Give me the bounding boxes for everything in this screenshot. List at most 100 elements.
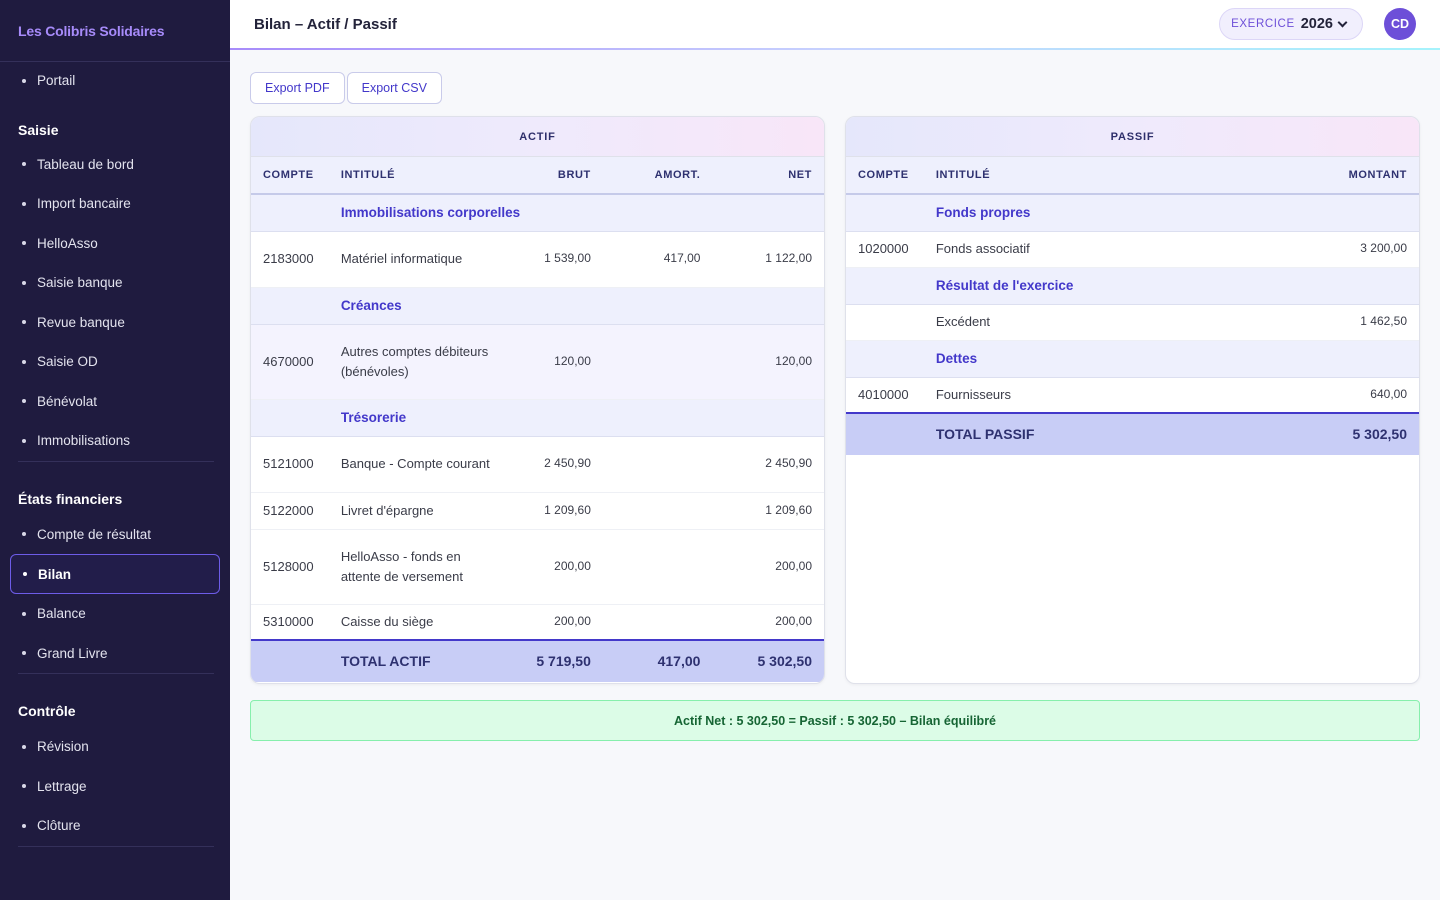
sidebar-item-import-bancaire[interactable]: Import bancaire [0, 184, 230, 224]
bullet-icon [22, 241, 26, 246]
cell-intitule: Autres comptes débiteurs (bénévoles) [340, 324, 491, 400]
section-row: Dettes [846, 340, 1419, 378]
sidebar-item-balance[interactable]: Balance [0, 594, 230, 634]
table-row[interactable]: 1020000 Fonds associatif 3 200,00 [846, 231, 1419, 268]
sidebar-item-label: Portail [37, 73, 76, 89]
section-row: Immobilisations corporelles [251, 194, 824, 232]
total-passif-row: TOTAL PASSIF 5 302,50 [846, 412, 1419, 455]
total-label: TOTAL ACTIF [340, 639, 491, 682]
sidebar-item-saisie-banque[interactable]: Saisie banque [0, 263, 230, 303]
cell-net: 2 450,90 [700, 436, 824, 493]
bullet-icon [22, 784, 26, 789]
cell-compte: 5128000 [251, 529, 341, 605]
col-header-amort: AMORT. [590, 157, 701, 195]
bullet-icon [22, 532, 26, 537]
cell-net: 200,00 [700, 604, 824, 641]
table-row[interactable]: 5128000 HelloAsso - fonds en attente de … [251, 529, 824, 605]
sidebar-item-bilan[interactable]: Bilan [10, 554, 220, 594]
cell-intitule: Fournisseurs [935, 377, 1235, 414]
cell-amort [590, 492, 701, 530]
sidebar-item-lettrage[interactable]: Lettrage [0, 767, 230, 807]
sidebar-item-label: Compte de résultat [37, 526, 152, 542]
actif-header-row: COMPTE INTITULÉ BRUT AMORT. NET [251, 157, 824, 195]
passif-table: COMPTE INTITULÉ MONTANT Fonds propres 10… [846, 157, 1419, 455]
section-row: Résultat de l'exercice [846, 267, 1419, 305]
sidebar-item-benevolat[interactable]: Bénévolat [0, 382, 230, 422]
cell-compte [846, 304, 936, 341]
brand-name[interactable]: Les Colibris Solidaires [0, 0, 230, 62]
bullet-icon [22, 438, 26, 443]
table-row[interactable]: 4670000 Autres comptes débiteurs (bénévo… [251, 324, 824, 400]
section-label: Fonds propres [935, 194, 1419, 232]
cell-intitule: Banque - Compte courant [340, 436, 491, 493]
table-row[interactable]: 2183000 Matériel informatique 1 539,00 4… [251, 231, 824, 288]
sidebar-item-cloture[interactable]: Clôture [0, 806, 230, 846]
table-row[interactable]: 4010000 Fournisseurs 640,00 [846, 377, 1419, 414]
total-brut: 5 719,50 [490, 639, 591, 682]
cell-intitule: Matériel informatique [340, 231, 491, 288]
export-pdf-button[interactable]: Export PDF [250, 72, 345, 104]
sidebar-item-revue-banque[interactable]: Revue banque [0, 303, 230, 343]
sidebar-item-portail[interactable]: Portail [0, 61, 230, 101]
nav-section-etats-financiers: États financiers [18, 490, 123, 507]
col-header-intitule: INTITULÉ [340, 157, 491, 195]
col-header-compte: COMPTE [846, 157, 936, 195]
bullet-icon [22, 359, 26, 364]
sidebar-item-compte-de-resultat[interactable]: Compte de résultat [0, 515, 230, 555]
cell-net: 200,00 [700, 529, 824, 605]
cell-compte: 4670000 [251, 324, 341, 400]
sidebar-item-saisie-od[interactable]: Saisie OD [0, 342, 230, 382]
sidebar-item-revision[interactable]: Révision [0, 727, 230, 767]
sidebar-item-label: Bénévolat [37, 393, 98, 409]
bullet-icon [22, 78, 26, 83]
cell-amort [590, 604, 701, 641]
actif-panel: ACTIF COMPTE INTITULÉ BRUT AMORT. NET Im… [250, 116, 825, 684]
sidebar-item-helloasso[interactable]: HelloAsso [0, 224, 230, 264]
cell-intitule: Caisse du siège [340, 604, 491, 641]
section-row: Créances [251, 287, 824, 325]
cell-intitule: Excédent [935, 304, 1235, 341]
col-header-compte: COMPTE [251, 157, 341, 195]
top-header: Bilan – Actif / Passif EXERCICE 2026 CD [230, 0, 1440, 50]
sidebar-item-label: Saisie banque [37, 275, 123, 291]
sidebar-item-label: Bilan [38, 566, 72, 582]
sidebar-item-label: Révision [37, 739, 89, 755]
avatar[interactable]: CD [1384, 8, 1416, 40]
sidebar-item-immobilisations[interactable]: Immobilisations [0, 421, 230, 461]
cell-compte: 5310000 [251, 604, 341, 641]
cell-compte: 1020000 [846, 231, 936, 268]
bullet-icon [22, 611, 26, 616]
balance-status-banner: Actif Net : 5 302,50 = Passif : 5 302,50… [250, 700, 1420, 741]
section-row: Fonds propres [846, 194, 1419, 232]
cell-brut: 200,00 [490, 529, 591, 605]
cell-amort [590, 436, 701, 493]
table-row[interactable]: 5122000 Livret d'épargne 1 209,60 1 209,… [251, 492, 824, 530]
cell-amort: 417,00 [590, 231, 701, 288]
bullet-icon [22, 651, 26, 656]
table-row[interactable]: 5121000 Banque - Compte courant 2 450,90… [251, 436, 824, 493]
total-montant: 5 302,50 [1234, 412, 1419, 455]
page-title: Bilan – Actif / Passif [254, 15, 397, 33]
export-csv-button[interactable]: Export CSV [346, 72, 442, 104]
passif-title: PASSIF [846, 117, 1419, 157]
actif-title: ACTIF [251, 117, 824, 157]
table-row[interactable]: Excédent 1 462,50 [846, 304, 1419, 341]
bullet-icon [22, 823, 26, 828]
cell-montant: 3 200,00 [1234, 231, 1419, 268]
col-header-intitule: INTITULÉ [935, 157, 1235, 195]
cell-net: 1 209,60 [700, 492, 824, 530]
sidebar: Les Colibris Solidaires Portail Saisie T… [0, 0, 230, 900]
sidebar-item-tableau-de-bord[interactable]: Tableau de bord [0, 145, 230, 185]
cell-compte: 4010000 [846, 377, 936, 414]
cell-compte: 5122000 [251, 492, 341, 530]
sidebar-item-label: Clôture [37, 818, 81, 834]
col-header-montant: MONTANT [1234, 157, 1419, 195]
sidebar-item-grand-livre[interactable]: Grand Livre [0, 634, 230, 674]
cell-compte: 2183000 [251, 231, 341, 288]
section-label: Immobilisations corporelles [340, 194, 824, 232]
table-row[interactable]: 5310000 Caisse du siège 200,00 200,00 [251, 604, 824, 641]
bullet-icon [22, 201, 26, 206]
cell-amort [590, 324, 701, 400]
bullet-icon [23, 572, 27, 576]
exercice-selector[interactable]: EXERCICE 2026 [1219, 8, 1363, 40]
